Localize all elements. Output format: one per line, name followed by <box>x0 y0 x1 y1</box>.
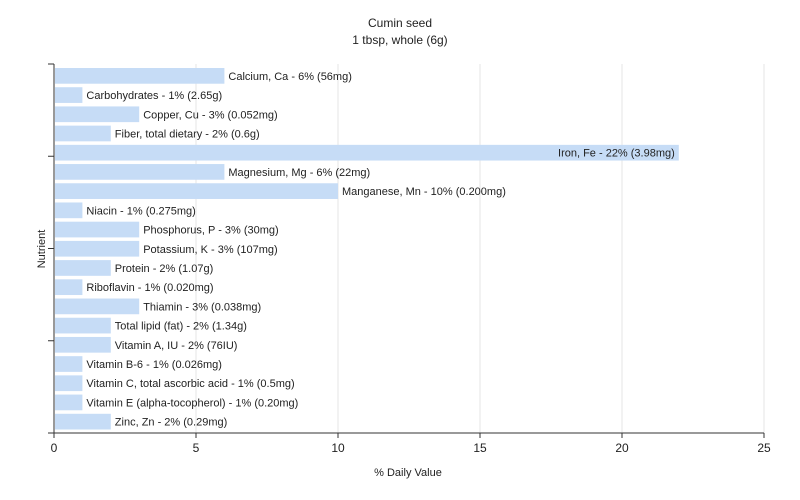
bar-data-label: Niacin - 1% (0.275mg) <box>86 205 195 217</box>
x-tick-label: 15 <box>473 441 487 455</box>
x-tick-label: 10 <box>331 441 345 455</box>
grid-lines <box>195 64 765 433</box>
y-axis-label: Nutrient <box>36 230 48 269</box>
bar-data-label: Carbohydrates - 1% (2.65g) <box>86 90 222 102</box>
axes: 0 5 10 15 20 25 <box>48 63 771 455</box>
bar <box>55 279 83 296</box>
bars: Calcium, Ca - 6% (56mg) Carbohydrates - 1… <box>55 68 679 430</box>
chart-title: Cumin seed <box>368 16 432 30</box>
bar <box>55 317 111 334</box>
x-tick-label: 25 <box>757 441 771 455</box>
bar <box>55 106 140 123</box>
bar <box>55 164 225 180</box>
bar-data-label: Protein - 2% (1.07g) <box>115 263 213 275</box>
bar-data-label: Phosphorus, P - 3% (30mg) <box>143 225 279 237</box>
bar <box>55 144 679 161</box>
x-tick-label: 20 <box>615 441 629 455</box>
bar-data-label: Vitamin C, total ascorbic acid - 1% (0.5… <box>86 378 294 390</box>
bar <box>55 221 140 238</box>
x-tick-label: 0 <box>51 441 58 455</box>
bar-data-label: Riboflavin - 1% (0.020mg) <box>86 282 213 294</box>
bar-data-label: Potassium, K - 3% (107mg) <box>143 244 278 256</box>
bar <box>55 356 83 372</box>
bar <box>55 125 111 142</box>
bar <box>55 375 83 392</box>
bar-data-label: Magnesium, Mg - 6% (22mg) <box>228 167 370 179</box>
bar <box>55 413 111 430</box>
x-axis-label: % Daily Value <box>374 467 442 479</box>
bar-data-label: Iron, Fe - 22% (3.98mg) <box>558 148 675 160</box>
bar-data-label: Calcium, Ca - 6% (56mg) <box>228 71 351 83</box>
bar-data-label: Zinc, Zn - 2% (0.29mg) <box>115 417 227 429</box>
chart-subtitle: 1 tbsp, whole (6g) <box>352 33 447 47</box>
bar-data-label: Vitamin E (alpha-tocopherol) - 1% (0.20m… <box>86 397 298 409</box>
bar <box>55 298 140 315</box>
bar-data-label: Manganese, Mn - 10% (0.200mg) <box>342 186 506 198</box>
bar <box>55 202 83 219</box>
bar-data-label: Vitamin B-6 - 1% (0.026mg) <box>86 359 222 371</box>
bar <box>55 68 225 84</box>
bar <box>55 240 140 257</box>
bar <box>55 336 111 353</box>
bar <box>55 394 83 411</box>
bar <box>55 260 111 276</box>
x-tick-label: 5 <box>193 441 200 455</box>
bar <box>55 87 83 103</box>
bar-data-label: Fiber, total dietary - 2% (0.6g) <box>115 128 260 140</box>
bar-data-label: Vitamin A, IU - 2% (76IU) <box>115 340 238 352</box>
bar-data-label: Copper, Cu - 3% (0.052mg) <box>143 109 278 121</box>
bar <box>55 183 338 199</box>
bar-data-label: Total lipid (fat) - 2% (1.34g) <box>115 321 247 333</box>
bar-data-label: Thiamin - 3% (0.038mg) <box>143 301 261 313</box>
